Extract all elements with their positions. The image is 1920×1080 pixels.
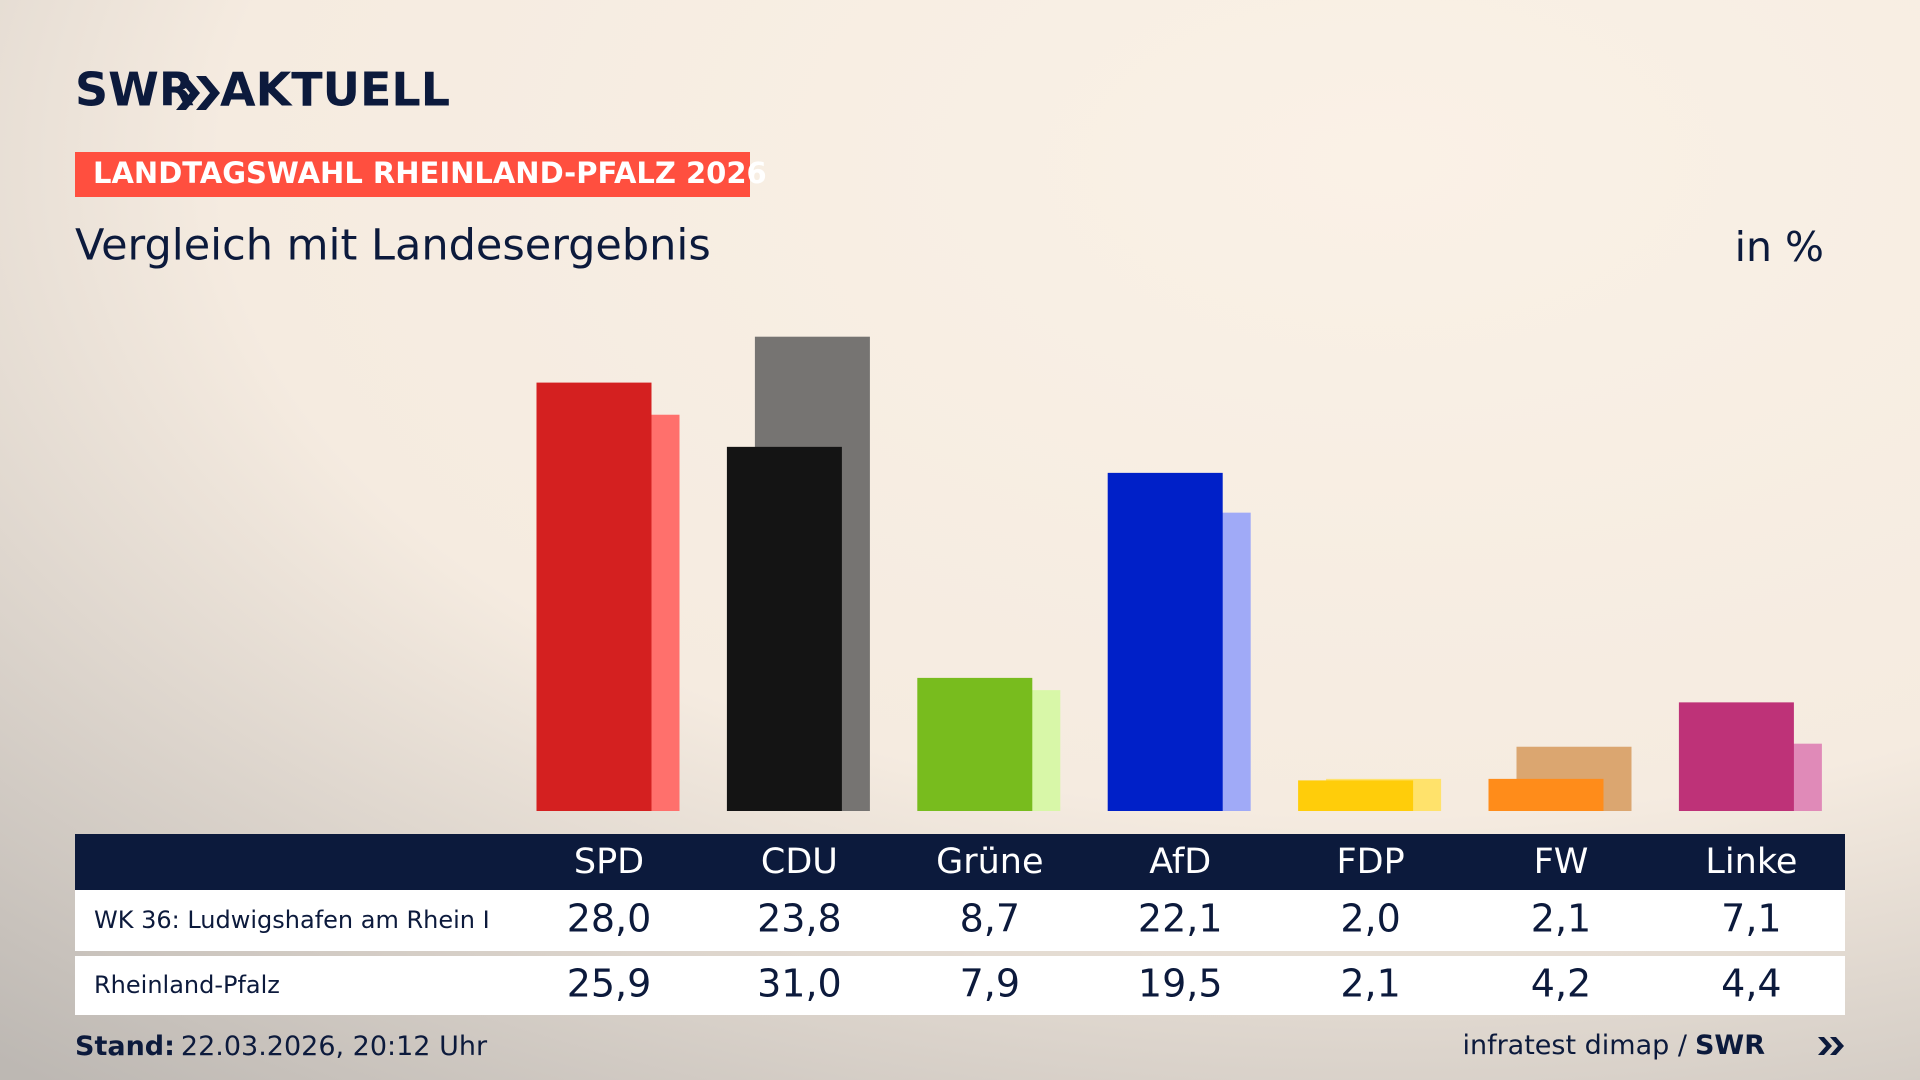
bar	[1488, 778, 1604, 811]
table-value: 4,2	[1531, 962, 1591, 1006]
table-value: 8,7	[960, 897, 1020, 941]
bar	[1298, 780, 1414, 811]
badge-text: LANDTAGSWAHL RHEINLAND-PFALZ 2026	[93, 156, 767, 190]
bar	[1678, 702, 1794, 811]
column-header: AfD	[1149, 842, 1211, 882]
table-value: 7,9	[960, 962, 1020, 1006]
badge	[75, 152, 750, 197]
logo: SWR	[75, 63, 194, 117]
table-value: 28,0	[567, 897, 652, 941]
table-value: 25,9	[567, 962, 652, 1006]
table-value: 4,4	[1721, 962, 1781, 1006]
table-row	[75, 890, 1845, 951]
source: infratest dimap / SWR	[1462, 1030, 1765, 1061]
source-text: infratest dimap /	[1462, 1030, 1687, 1061]
bar	[917, 677, 1033, 811]
table-value: 2,1	[1531, 897, 1591, 941]
table-value: 2,1	[1340, 962, 1400, 1006]
column-header: Grüne	[936, 842, 1043, 882]
chart-title: Vergleich mit Landesergebnis	[75, 221, 711, 271]
unit-label: in %	[1735, 223, 1824, 271]
table-value: 19,5	[1138, 962, 1223, 1006]
column-header: FDP	[1336, 842, 1404, 882]
column-header: FW	[1534, 842, 1589, 882]
column-header: CDU	[761, 842, 838, 882]
row-label: WK 36: Ludwigshafen am Rhein I	[94, 906, 490, 934]
table-value: 7,1	[1721, 897, 1781, 941]
brand: AKTUELL	[220, 63, 450, 117]
column-header: Linke	[1705, 842, 1797, 882]
table-value: 22,1	[1138, 897, 1223, 941]
footer-stand: Stand: 22.03.2026, 20:12 Uhr	[75, 1031, 488, 1062]
table-header	[75, 834, 1845, 890]
stand-value: 22.03.2026, 20:12 Uhr	[181, 1031, 488, 1062]
stand-label: Stand:	[75, 1031, 175, 1062]
table-row	[75, 956, 1845, 1015]
table-value: 2,0	[1340, 897, 1400, 941]
source-logo: SWR	[1695, 1030, 1765, 1061]
source-chevrons	[1818, 1037, 1844, 1055]
logo-chevrons	[176, 76, 220, 110]
bars	[536, 336, 1822, 811]
table-value: 23,8	[757, 897, 842, 941]
table-value: 31,0	[757, 962, 842, 1006]
bar	[536, 382, 652, 811]
bar	[726, 446, 842, 811]
row-label: Rheinland-Pfalz	[94, 971, 280, 999]
column-header: SPD	[574, 842, 644, 882]
bar	[1107, 472, 1223, 811]
